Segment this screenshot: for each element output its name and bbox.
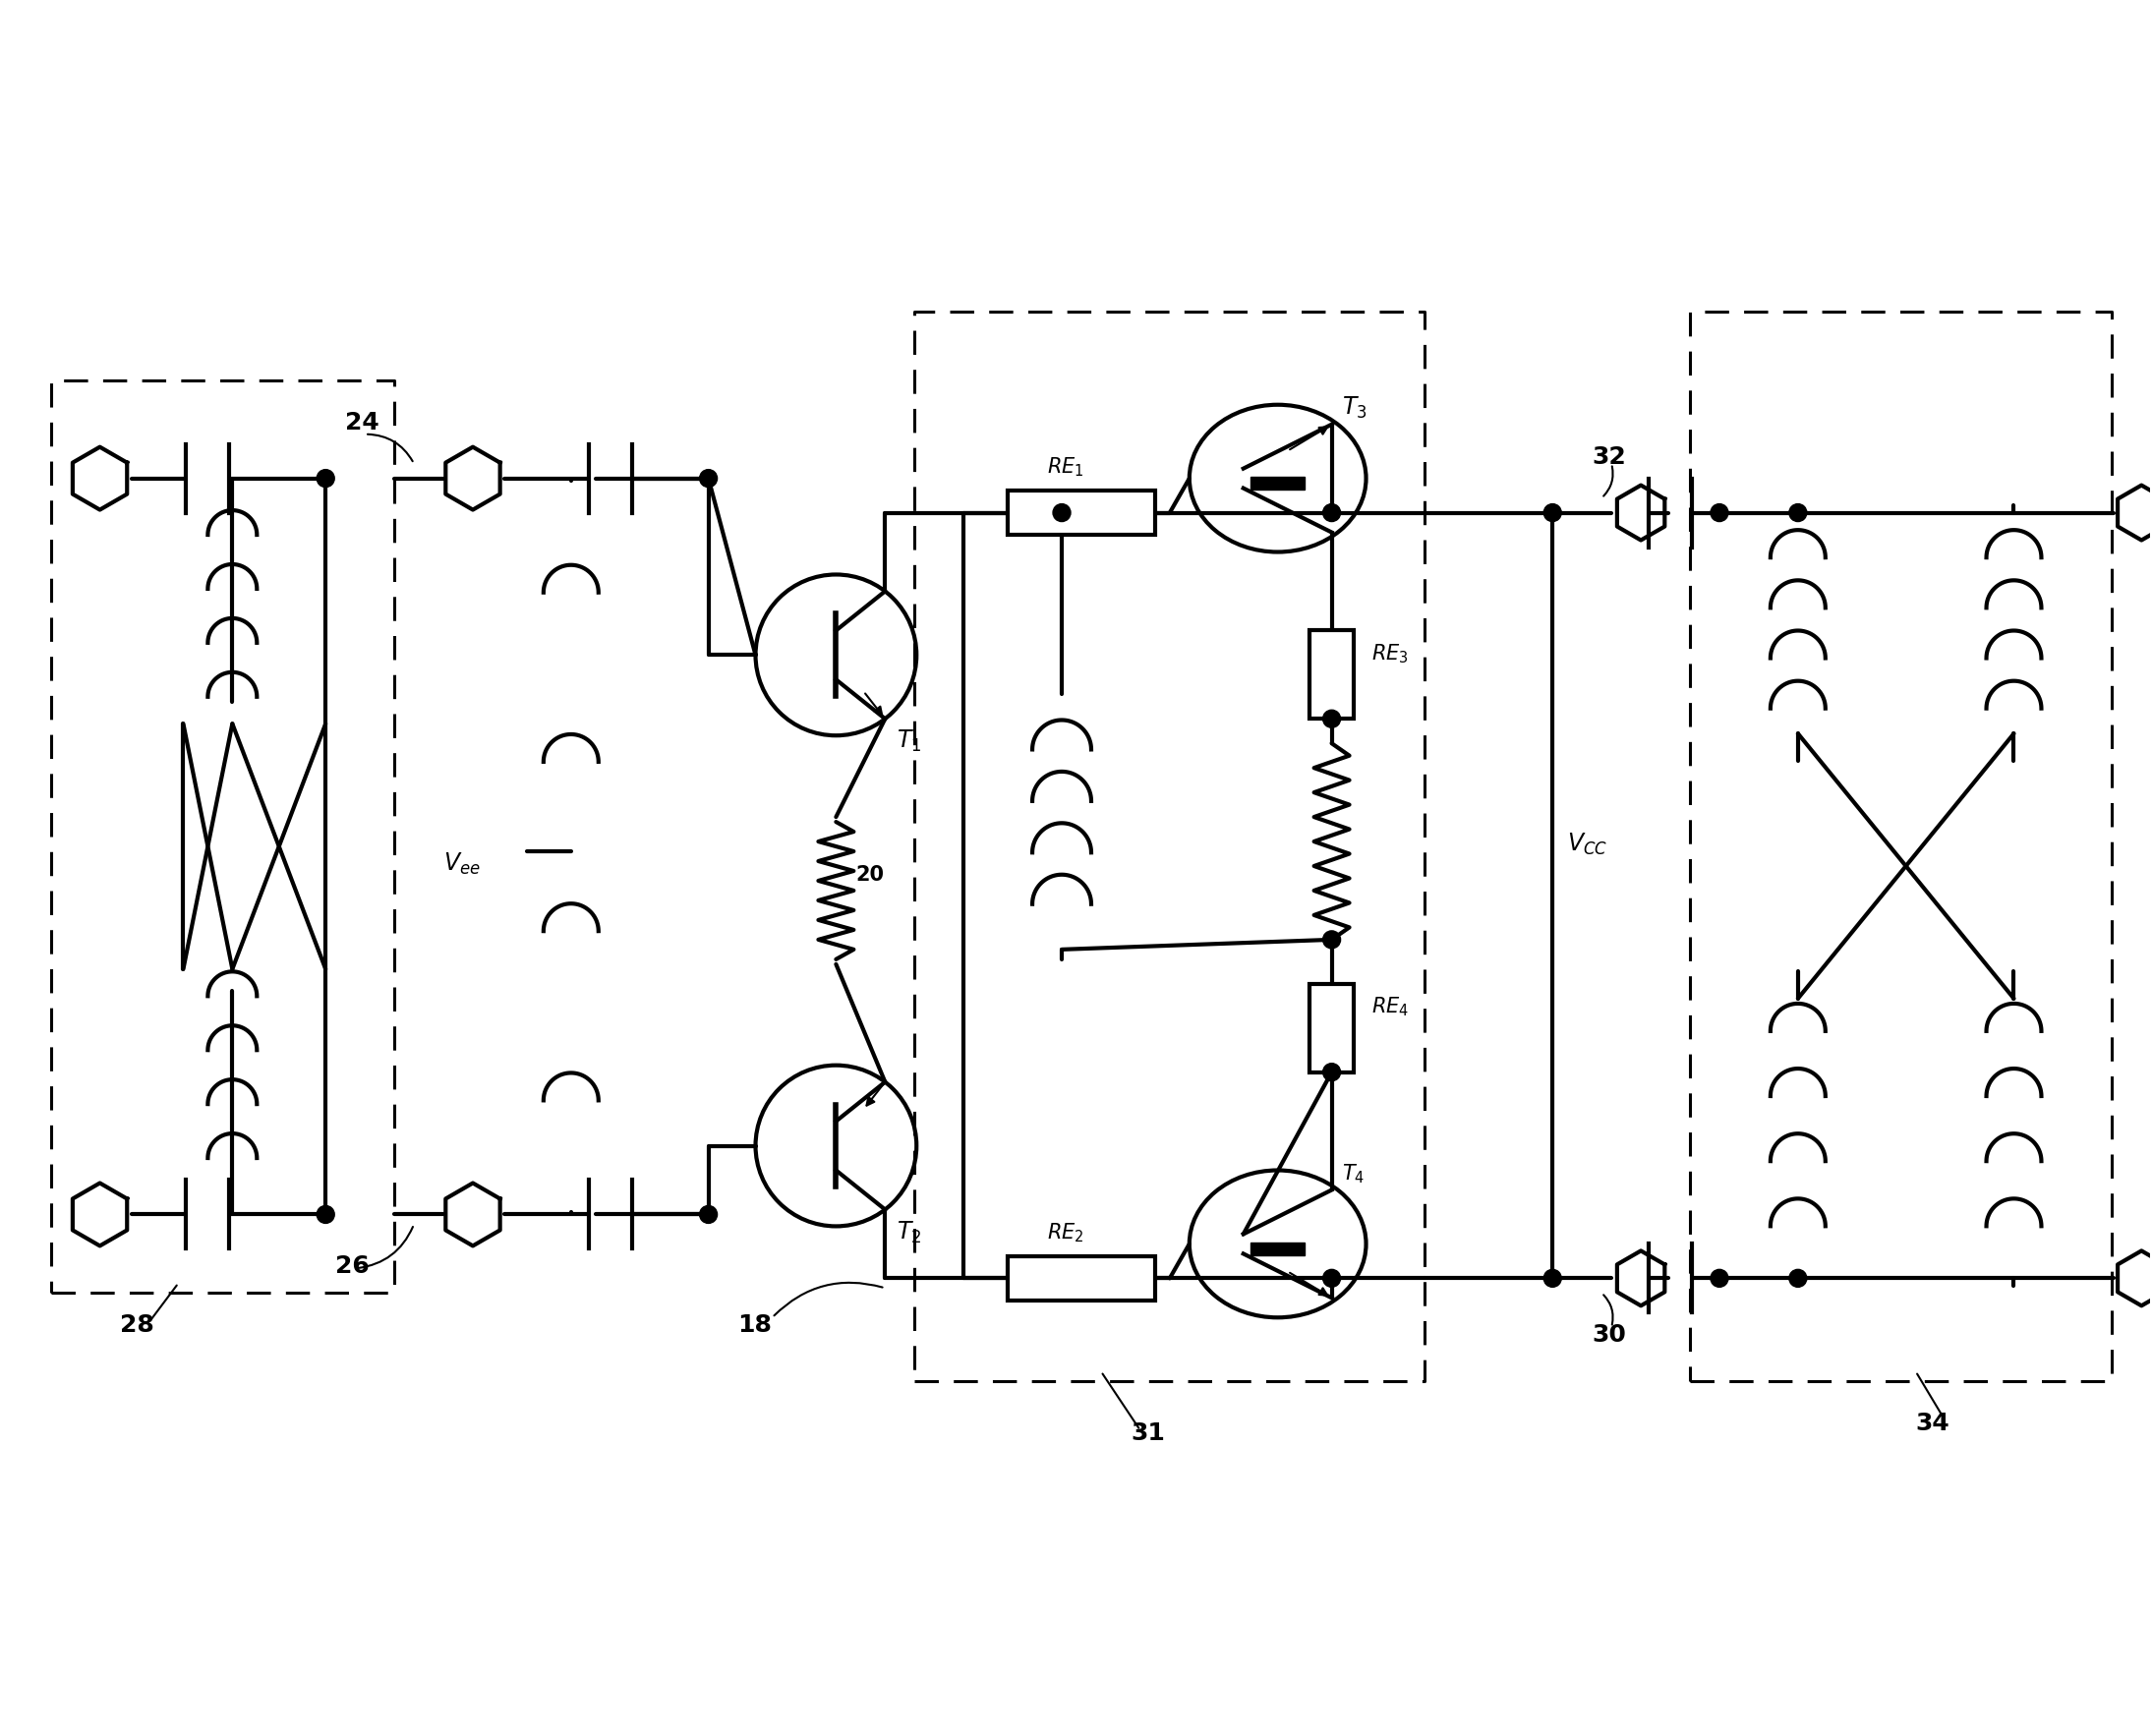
- Circle shape: [1323, 1269, 1341, 1286]
- Text: $RE_3$: $RE_3$: [1371, 642, 1407, 665]
- Circle shape: [1543, 1269, 1562, 1286]
- Circle shape: [1323, 710, 1341, 727]
- Text: 24: 24: [344, 411, 379, 434]
- Circle shape: [1323, 1064, 1341, 1082]
- Text: 20: 20: [856, 865, 884, 885]
- Circle shape: [699, 1205, 717, 1224]
- Text: $T_3$: $T_3$: [1341, 394, 1367, 420]
- Circle shape: [1543, 503, 1562, 521]
- Text: $V_{ee}$: $V_{ee}$: [443, 851, 480, 877]
- Circle shape: [316, 469, 334, 488]
- Circle shape: [1711, 1269, 1728, 1286]
- FancyBboxPatch shape: [1311, 630, 1354, 719]
- Text: 32: 32: [1592, 444, 1627, 469]
- Text: 28: 28: [121, 1314, 153, 1337]
- Text: $T_4$: $T_4$: [1341, 1163, 1364, 1186]
- Text: 34: 34: [1915, 1411, 1950, 1436]
- Text: $RE_2$: $RE_2$: [1048, 1222, 1085, 1245]
- Circle shape: [1323, 930, 1341, 948]
- Circle shape: [316, 1205, 334, 1224]
- Circle shape: [1788, 1269, 1808, 1286]
- Text: $V_{CC}$: $V_{CC}$: [1567, 832, 1608, 858]
- FancyBboxPatch shape: [1311, 984, 1354, 1073]
- Text: $RE_4$: $RE_4$: [1371, 995, 1407, 1019]
- FancyBboxPatch shape: [1007, 1257, 1156, 1300]
- Circle shape: [1788, 503, 1808, 521]
- Bar: [1250, 477, 1304, 490]
- Bar: [1250, 1243, 1304, 1255]
- Circle shape: [1052, 503, 1070, 521]
- Text: 30: 30: [1592, 1323, 1627, 1347]
- Circle shape: [1711, 503, 1728, 521]
- Text: 18: 18: [738, 1314, 773, 1337]
- Circle shape: [1323, 503, 1341, 521]
- Text: 26: 26: [336, 1255, 370, 1278]
- Text: 31: 31: [1130, 1422, 1164, 1444]
- Text: $T_2$: $T_2$: [897, 1219, 921, 1245]
- FancyBboxPatch shape: [1007, 491, 1156, 535]
- Text: $T_1$: $T_1$: [897, 729, 921, 755]
- Circle shape: [699, 469, 717, 488]
- Text: $RE_1$: $RE_1$: [1048, 457, 1085, 479]
